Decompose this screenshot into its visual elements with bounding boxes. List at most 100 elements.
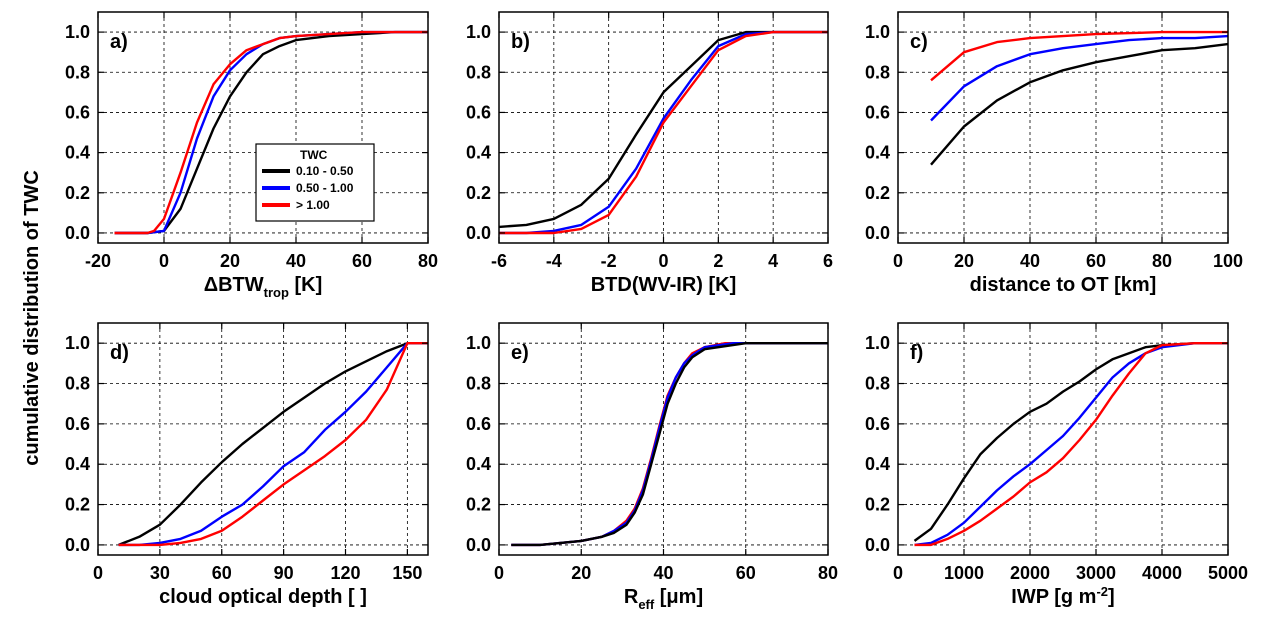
x-tick-label: 0 xyxy=(658,251,668,271)
series-line-2 xyxy=(118,342,428,547)
y-tick-label: 0.8 xyxy=(865,62,890,82)
series-line-0 xyxy=(930,42,1228,166)
y-tick-label: 0.0 xyxy=(865,535,890,555)
legend: TWC 0.10 - 0.50 0.50 - 1.00 > 1.00 xyxy=(255,143,375,222)
series-line-2 xyxy=(499,30,828,235)
y-tick-label: 0.2 xyxy=(466,495,491,515)
y-tick-label: 0.8 xyxy=(65,62,90,82)
y-tick-label: 0.4 xyxy=(65,143,90,163)
x-tick-label: -4 xyxy=(546,251,562,271)
series-line-2 xyxy=(511,342,828,547)
x-tick-label: 0 xyxy=(494,563,504,583)
panel-label: c) xyxy=(910,31,928,53)
y-tick-label: 0.6 xyxy=(466,102,491,122)
legend-box xyxy=(255,143,375,222)
plot-frame xyxy=(897,11,1229,244)
x-tick-label: 60 xyxy=(1086,251,1106,271)
y-tick-label: 0.2 xyxy=(865,495,890,515)
x-tick-label: 0 xyxy=(93,563,103,583)
x-tick-label: 80 xyxy=(818,563,838,583)
series-line-1 xyxy=(930,34,1228,122)
legend-entry: > 1.00 xyxy=(296,198,330,212)
y-tick-label: 0.6 xyxy=(865,414,890,434)
x-axis-label: Reff [μm] xyxy=(624,586,703,612)
x-tick-label: -6 xyxy=(491,251,507,271)
series-line-0 xyxy=(114,30,428,235)
chart-panel-a: -20 0 20 40 60 80 0.0 0.2 0.4 0.6 0.8 1.0 a) ΔBTWtrop… xyxy=(65,11,438,300)
y-tick-label: 0.6 xyxy=(865,102,890,122)
panel-label: e) xyxy=(511,342,529,364)
x-axis-label: ΔBTWtrop [K] xyxy=(204,274,323,300)
y-tick-label: 0.8 xyxy=(466,62,491,82)
y-tick-label: 1.0 xyxy=(865,22,890,42)
x-tick-label: 90 xyxy=(274,563,294,583)
x-axis-label: distance to OT [km] xyxy=(970,274,1157,296)
y-tick-label: 0.6 xyxy=(65,102,90,122)
y-tick-label: 0.0 xyxy=(466,535,491,555)
series-line-1 xyxy=(511,342,828,547)
x-tick-label: 5000 xyxy=(1208,563,1248,583)
x-tick-label: 4000 xyxy=(1142,563,1182,583)
y-tick-label: 0.0 xyxy=(865,223,890,243)
series-line-1 xyxy=(914,342,1228,547)
y-tick-label: 1.0 xyxy=(65,333,90,353)
panel-label: a) xyxy=(110,31,128,53)
y-tick-label: 0.0 xyxy=(65,535,90,555)
panel-label: d) xyxy=(110,342,129,364)
x-tick-label: 60 xyxy=(352,251,372,271)
x-tick-label: -2 xyxy=(601,251,617,271)
y-tick-label: 0.4 xyxy=(466,143,491,163)
y-tick-label: 0.4 xyxy=(865,454,890,474)
x-tick-label: 3000 xyxy=(1076,563,1116,583)
x-tick-label: 40 xyxy=(1020,251,1040,271)
series-line-2 xyxy=(114,30,428,235)
x-axis-label: BTD(WV-IR) [K] xyxy=(591,274,737,296)
x-tick-label: 2000 xyxy=(1010,563,1050,583)
y-tick-label: 0.2 xyxy=(466,183,491,203)
chart-panel-e: 0 20 40 60 80 0.0 0.2 0.4 0.6 0.8 1.0 e) Reff [μm] xyxy=(466,322,838,612)
x-tick-label: 100 xyxy=(1213,251,1243,271)
figure-y-axis-label: cumulative distribution of TWC xyxy=(21,170,43,466)
y-tick-label: 0.2 xyxy=(65,183,90,203)
x-tick-label: 2 xyxy=(713,251,723,271)
y-tick-label: 0.6 xyxy=(466,414,491,434)
series-line-1 xyxy=(118,342,428,547)
x-tick-label: 40 xyxy=(653,563,673,583)
x-tick-label: 150 xyxy=(392,563,422,583)
plot-frame xyxy=(897,322,1229,556)
series-line-2 xyxy=(914,342,1228,547)
y-tick-label: 0.4 xyxy=(865,143,890,163)
chart-panels: -20 0 20 40 60 800.00.20.40.60.81.0 a)ΔBTWtrop… xyxy=(65,11,1248,612)
series-line-0 xyxy=(511,342,828,547)
y-tick-label: 0.8 xyxy=(865,374,890,394)
y-tick-label: 0.4 xyxy=(65,454,90,474)
y-tick-label: 0.2 xyxy=(865,183,890,203)
plot-frame xyxy=(97,11,429,244)
x-tick-label: 0 xyxy=(893,251,903,271)
x-tick-label: 60 xyxy=(212,563,232,583)
panel-label: f) xyxy=(910,342,923,364)
y-tick-label: 1.0 xyxy=(466,22,491,42)
y-tick-label: 0.0 xyxy=(466,223,491,243)
series-line-0 xyxy=(499,30,828,229)
x-tick-label: 20 xyxy=(571,563,591,583)
x-axis-label: IWP [g m-2] xyxy=(1011,584,1114,608)
y-tick-label: 0.0 xyxy=(65,223,90,243)
x-tick-label: 80 xyxy=(1152,251,1172,271)
legend-entry: 0.10 - 0.50 xyxy=(296,164,354,178)
series-line-1 xyxy=(499,30,828,235)
series-line-0 xyxy=(913,342,1228,542)
x-tick-label: 0 xyxy=(893,563,903,583)
y-tick-label: 1.0 xyxy=(865,333,890,353)
chart-panel-b: -6 -4 -2 0 2 4 6 0.0 0.2 0.4 0.6 0.8 1.0 b) BTD(WV-IR)… xyxy=(466,11,833,296)
series-line-0 xyxy=(118,342,428,547)
y-tick-label: 0.6 xyxy=(65,414,90,434)
legend-title: TWC xyxy=(300,148,328,162)
chart-panel-d: 0 30 60 90 120 150 0.0 0.2 0.4 0.6 0.8 1.0 d) cloud o… xyxy=(65,322,429,608)
x-tick-label: 20 xyxy=(954,251,974,271)
x-tick-label: 20 xyxy=(220,251,240,271)
series-line-2 xyxy=(930,30,1228,82)
y-tick-label: 0.2 xyxy=(65,495,90,515)
y-tick-label: 1.0 xyxy=(466,333,491,353)
